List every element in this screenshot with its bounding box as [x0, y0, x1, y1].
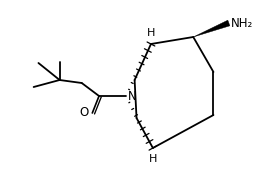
Text: NH₂: NH₂ [231, 17, 253, 30]
Polygon shape [193, 20, 230, 37]
Text: H: H [147, 28, 155, 38]
Text: N: N [128, 89, 137, 102]
Text: H: H [149, 154, 157, 164]
Text: O: O [79, 105, 89, 118]
